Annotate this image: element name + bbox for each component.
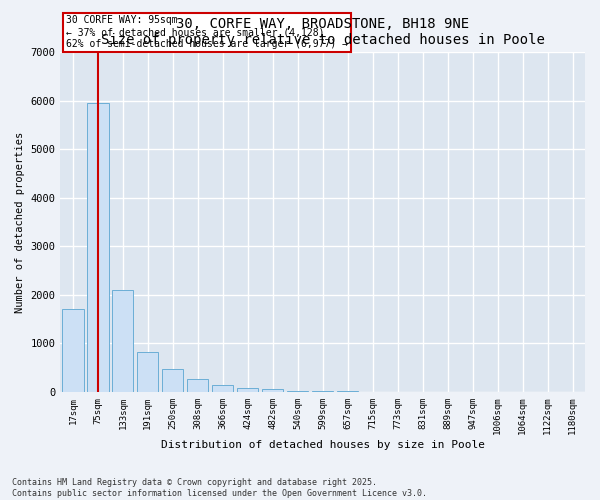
Text: 30 CORFE WAY: 95sqm
← 37% of detached houses are smaller (4,128)
62% of semi-det: 30 CORFE WAY: 95sqm ← 37% of detached ho… [65,16,347,48]
Bar [262,390,283,392]
Bar [287,390,308,392]
Bar [162,369,184,392]
Bar [312,391,334,392]
Bar [137,352,158,392]
Text: Contains HM Land Registry data © Crown copyright and database right 2025.
Contai: Contains HM Land Registry data © Crown c… [12,478,427,498]
Bar [87,103,109,392]
Bar [187,380,208,392]
Bar [212,385,233,392]
X-axis label: Distribution of detached houses by size in Poole: Distribution of detached houses by size … [161,440,485,450]
Bar [237,388,259,392]
Bar [112,290,133,392]
Y-axis label: Number of detached properties: Number of detached properties [15,132,25,312]
Title: 30, CORFE WAY, BROADSTONE, BH18 9NE
Size of property relative to detached houses: 30, CORFE WAY, BROADSTONE, BH18 9NE Size… [101,16,545,46]
Bar [62,310,83,392]
